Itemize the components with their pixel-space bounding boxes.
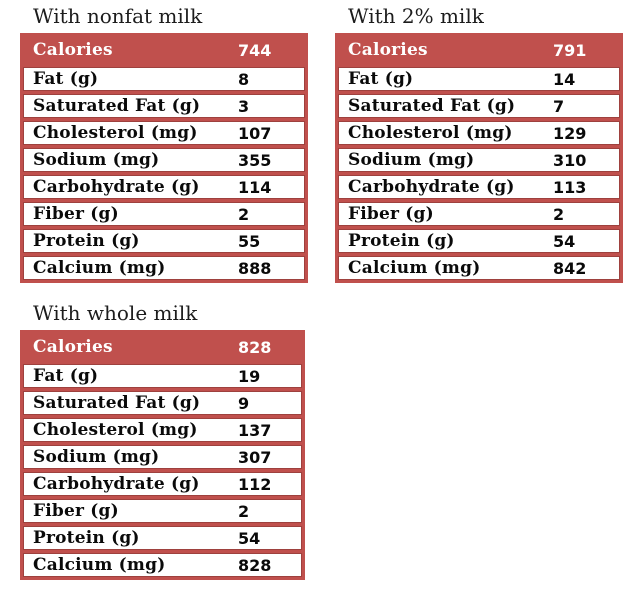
row-value: 113 [553,177,587,197]
row-label: Calcium (mg) [33,555,166,575]
row-label: Calcium (mg) [348,258,481,278]
table-header-row: Calories 744 [23,36,305,64]
row-label: Cholesterol (mg) [348,123,513,143]
row-value: 137 [238,420,272,440]
row-label: Fiber (g) [33,204,119,224]
row-label: Fat (g) [33,69,99,89]
row-label: Cholesterol (mg) [33,123,198,143]
table-rows: Fat (g) 14 Saturated Fat (g) 7 Cholester… [338,67,620,280]
table-row: Fat (g) 8 [23,67,305,91]
row-label: Sodium (mg) [348,150,475,170]
table-row: Fat (g) 19 [23,364,302,388]
row-label: Fiber (g) [33,501,119,521]
table-row: Fiber (g) 2 [23,202,305,226]
row-value: 54 [238,528,261,548]
table-row: Fiber (g) 2 [23,499,302,523]
header-value: 744 [238,40,272,60]
table-title-nonfat: With nonfat milk [33,4,203,28]
table-row: Cholesterol (mg) 107 [23,121,305,145]
table-row: Calcium (mg) 888 [23,256,305,280]
table-header-row: Calories 828 [23,333,302,361]
row-value: 14 [553,69,576,89]
nutrition-table-nonfat: Calories 744 Fat (g) 8 Saturated Fat (g)… [20,33,308,283]
row-label: Sodium (mg) [33,447,160,467]
table-row: Sodium (mg) 355 [23,148,305,172]
row-value: 2 [238,204,250,224]
table-row: Saturated Fat (g) 3 [23,94,305,118]
nonfat-milk-table-block: With nonfat milk Calories 744 Fat (g) 8 … [20,4,308,283]
header-value: 791 [553,40,587,60]
table-row: Protein (g) 54 [338,229,620,253]
row-value: 8 [238,69,250,89]
table-row: Cholesterol (mg) 137 [23,418,302,442]
row-label: Saturated Fat (g) [33,393,201,413]
table-header-row: Calories 791 [338,36,620,64]
header-label: Calories [33,337,113,357]
row-value: 842 [553,258,587,278]
row-value: 19 [238,366,261,386]
row-value: 7 [553,96,565,116]
table-row: Protein (g) 54 [23,526,302,550]
row-label: Saturated Fat (g) [33,96,201,116]
table-title-whole: With whole milk [33,301,198,325]
table-row: Saturated Fat (g) 9 [23,391,302,415]
row-value: 107 [238,123,272,143]
row-label: Saturated Fat (g) [348,96,516,116]
row-value: 3 [238,96,250,116]
table-row: Carbohydrate (g) 113 [338,175,620,199]
row-value: 129 [553,123,587,143]
table-row: Carbohydrate (g) 112 [23,472,302,496]
nutrition-table-2-percent: Calories 791 Fat (g) 14 Saturated Fat (g… [335,33,623,283]
row-value: 888 [238,258,272,278]
table-row: Carbohydrate (g) 114 [23,175,305,199]
row-value: 112 [238,474,272,494]
table-rows: Fat (g) 19 Saturated Fat (g) 9 Cholester… [23,364,302,577]
table-row: Fat (g) 14 [338,67,620,91]
whole-milk-table-block: With whole milk Calories 828 Fat (g) 19 … [20,301,305,580]
row-value: 2 [553,204,565,224]
header-label: Calories [348,40,428,60]
header-label: Calories [33,40,113,60]
row-label: Carbohydrate (g) [33,474,200,494]
row-label: Fat (g) [348,69,414,89]
row-value: 2 [238,501,250,521]
table-row: Fiber (g) 2 [338,202,620,226]
row-label: Protein (g) [33,528,140,548]
table-title-2-percent: With 2% milk [348,4,484,28]
table-row: Sodium (mg) 307 [23,445,302,469]
table-rows: Fat (g) 8 Saturated Fat (g) 3 Cholestero… [23,67,305,280]
table-row: Saturated Fat (g) 7 [338,94,620,118]
row-value: 9 [238,393,250,413]
row-value: 307 [238,447,272,467]
table-row: Sodium (mg) 310 [338,148,620,172]
row-label: Fat (g) [33,366,99,386]
row-label: Cholesterol (mg) [33,420,198,440]
row-label: Protein (g) [33,231,140,251]
row-value: 55 [238,231,261,251]
row-value: 114 [238,177,272,197]
row-value: 54 [553,231,576,251]
table-row: Calcium (mg) 828 [23,553,302,577]
row-label: Calcium (mg) [33,258,166,278]
row-label: Fiber (g) [348,204,434,224]
table-row: Cholesterol (mg) 129 [338,121,620,145]
row-value: 355 [238,150,272,170]
row-label: Protein (g) [348,231,455,251]
row-label: Carbohydrate (g) [33,177,200,197]
row-value: 828 [238,555,272,575]
header-value: 828 [238,337,272,357]
table-row: Calcium (mg) 842 [338,256,620,280]
table-row: Protein (g) 55 [23,229,305,253]
row-label: Carbohydrate (g) [348,177,515,197]
row-label: Sodium (mg) [33,150,160,170]
two-percent-milk-table-block: With 2% milk Calories 791 Fat (g) 14 Sat… [335,4,623,283]
row-value: 310 [553,150,587,170]
nutrition-table-whole: Calories 828 Fat (g) 19 Saturated Fat (g… [20,330,305,580]
